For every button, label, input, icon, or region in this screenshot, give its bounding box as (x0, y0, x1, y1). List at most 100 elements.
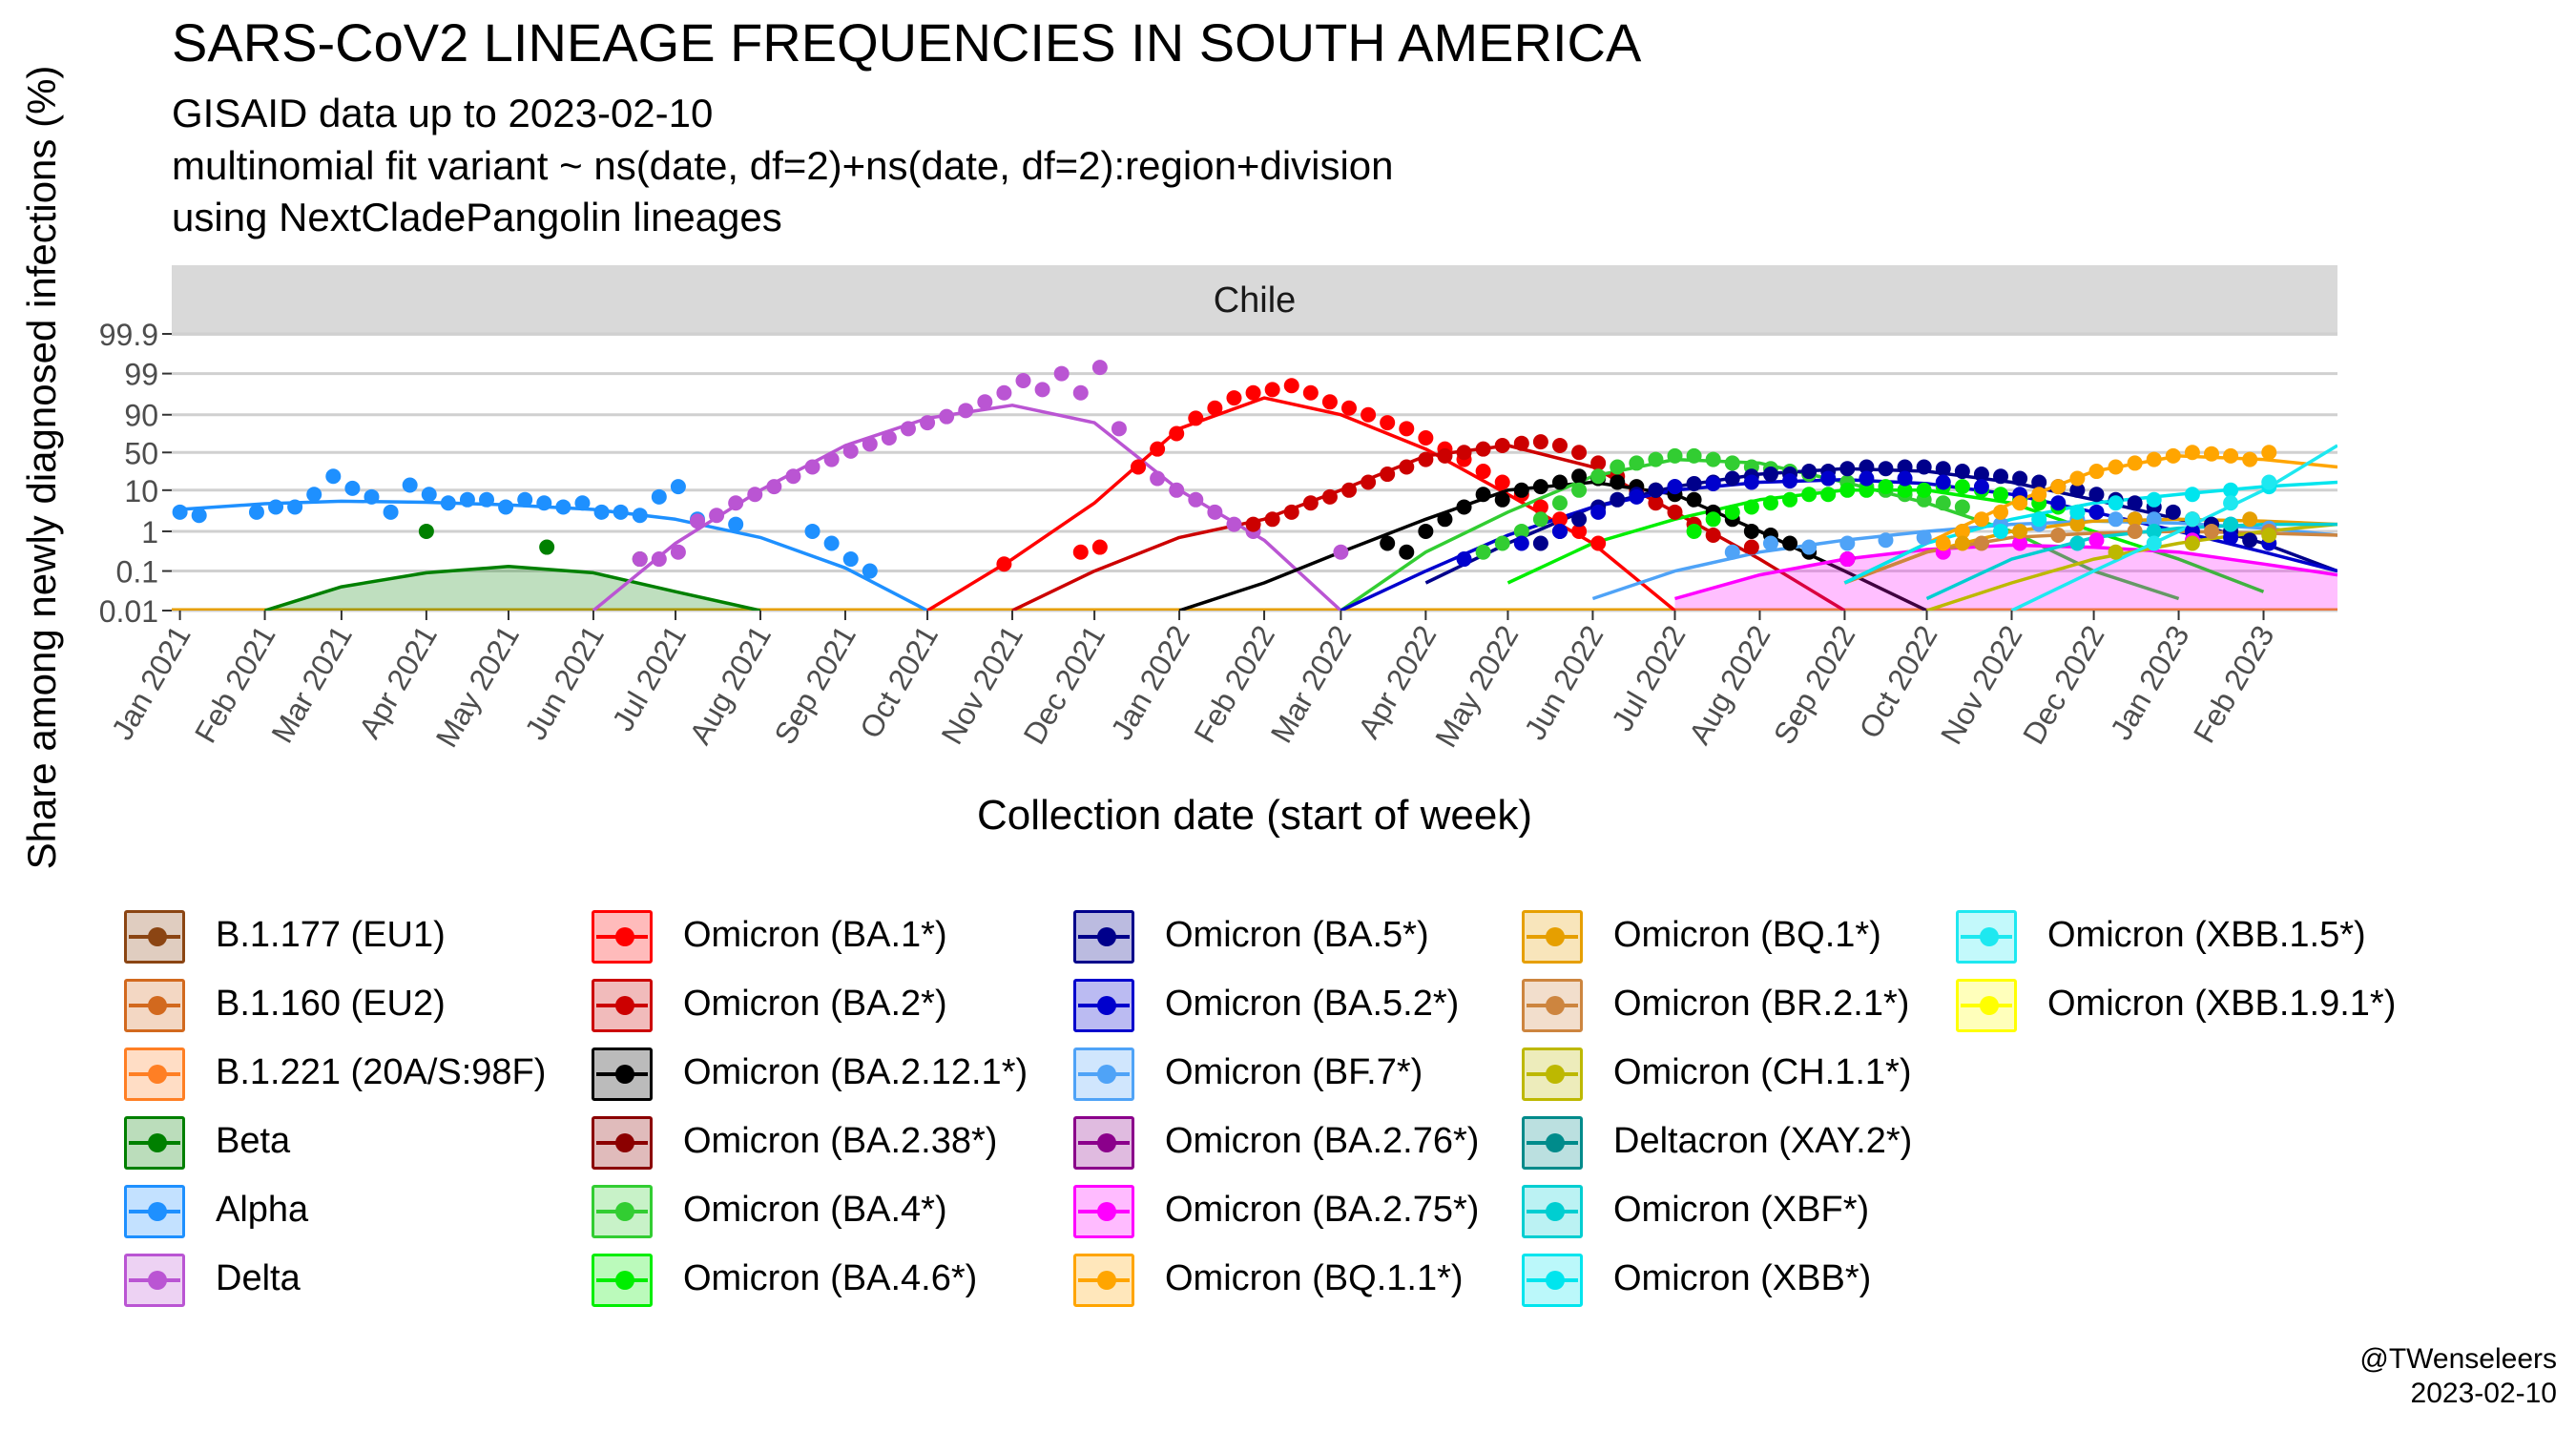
legend-key-dot (1097, 1133, 1116, 1152)
data-point (1973, 467, 1989, 483)
data-point (1705, 451, 1721, 467)
data-point (2031, 487, 2047, 503)
data-point (1418, 451, 1434, 467)
data-point (1169, 425, 1185, 442)
data-point (2261, 474, 2277, 490)
data-point (1648, 482, 1664, 498)
data-point (1361, 406, 1377, 423)
fit-line (179, 499, 928, 611)
data-point (1532, 499, 1548, 515)
data-point (1302, 495, 1319, 511)
data-point (2261, 528, 2277, 544)
data-point (1437, 447, 1453, 464)
legend-label: Omicron (XBB.1.5*) (2047, 915, 2366, 955)
data-point (1131, 459, 1147, 475)
data-point (1072, 384, 1089, 401)
data-point (2261, 445, 2277, 461)
data-point (728, 495, 744, 511)
data-point (1878, 479, 1894, 495)
fit-line (926, 396, 1676, 611)
data-point (268, 499, 284, 515)
legend-label: Deltacron (XAY.2*) (1613, 1121, 1913, 1161)
fit-line (264, 565, 761, 611)
data-point (785, 468, 801, 485)
data-point (2069, 504, 2086, 520)
data-point (1551, 511, 1568, 528)
legend-key-dot (1546, 1133, 1565, 1152)
data-point (1954, 523, 1970, 539)
legend-label: Omicron (BR.2.1*) (1613, 984, 1910, 1024)
data-point (2184, 535, 2200, 551)
legend-key-dot (1546, 927, 1565, 946)
data-point (1015, 372, 1031, 388)
legend-label: Omicron (BQ.1.1*) (1165, 1258, 1464, 1298)
legend-label: Omicron (BA.2.38*) (683, 1121, 998, 1161)
x-tick-label: Nov 2021 (934, 620, 1029, 751)
data-point (2108, 495, 2124, 511)
data-point (1686, 523, 1702, 539)
data-point (1648, 495, 1664, 511)
data-point (1743, 474, 1759, 490)
data-point (1762, 467, 1778, 483)
x-tick-label: Jan 2022 (1104, 620, 1196, 746)
legend-key (1522, 979, 1583, 1032)
data-point (2146, 535, 2162, 551)
data-point (1782, 473, 1798, 489)
y-tick-label: 10 (124, 474, 158, 508)
data-point (1571, 445, 1588, 461)
legend-key (1956, 910, 2017, 964)
legend-key-dot (615, 1202, 634, 1221)
data-point (1456, 445, 1472, 461)
data-point (2108, 511, 2124, 528)
x-tick-label: Apr 2022 (1351, 620, 1443, 744)
legend-label: Omicron (BA.2*) (683, 984, 947, 1024)
data-point (517, 491, 533, 508)
data-point (2203, 523, 2219, 539)
data-point (1629, 455, 1645, 471)
legend-label: Omicron (BA.4*) (683, 1190, 947, 1230)
legend-key (1522, 1116, 1583, 1170)
data-point (1897, 470, 1913, 487)
data-point (1935, 474, 1951, 490)
data-point (900, 421, 916, 437)
data-point (1954, 499, 1970, 515)
y-tick-label: 1 (141, 515, 158, 550)
x-tick-label: Jun 2021 (518, 620, 611, 746)
data-point (1878, 532, 1894, 549)
data-point (479, 491, 495, 508)
data-point (2223, 447, 2239, 464)
legend-label: Omicron (CH.1.1*) (1613, 1052, 1912, 1092)
data-point (862, 563, 878, 579)
data-point (555, 499, 571, 515)
data-point (418, 523, 434, 539)
data-point (1897, 459, 1913, 475)
x-tick-label: Jan 2021 (105, 620, 197, 746)
data-point (1475, 487, 1491, 503)
x-tick-label: May 2021 (429, 620, 526, 754)
data-point (670, 544, 686, 560)
y-tick-label: 0.01 (99, 594, 158, 629)
data-point (1494, 491, 1510, 508)
x-tick-label: Jul 2022 (1605, 620, 1693, 737)
legend-key-dot (148, 1065, 167, 1084)
data-point (766, 479, 782, 495)
x-tick-label: Aug 2022 (1682, 620, 1777, 751)
data-point (2127, 511, 2143, 528)
data-point (2127, 523, 2143, 539)
y-tick-label: 99 (124, 358, 158, 392)
legend-key-dot (148, 927, 167, 946)
data-point (1380, 415, 1396, 431)
data-point (728, 516, 744, 532)
legend-key-dot (1546, 996, 1565, 1015)
data-point (1782, 491, 1798, 508)
fit-line (1674, 543, 2337, 601)
data-point (2012, 523, 2028, 539)
data-point (1954, 464, 1970, 480)
legend-key (1073, 1254, 1134, 1307)
data-point (1724, 544, 1740, 560)
data-point (1993, 487, 2009, 503)
data-point (2184, 445, 2200, 461)
data-point (920, 415, 936, 431)
x-tick-label: Aug 2021 (682, 620, 778, 751)
data-point (1705, 528, 1721, 544)
